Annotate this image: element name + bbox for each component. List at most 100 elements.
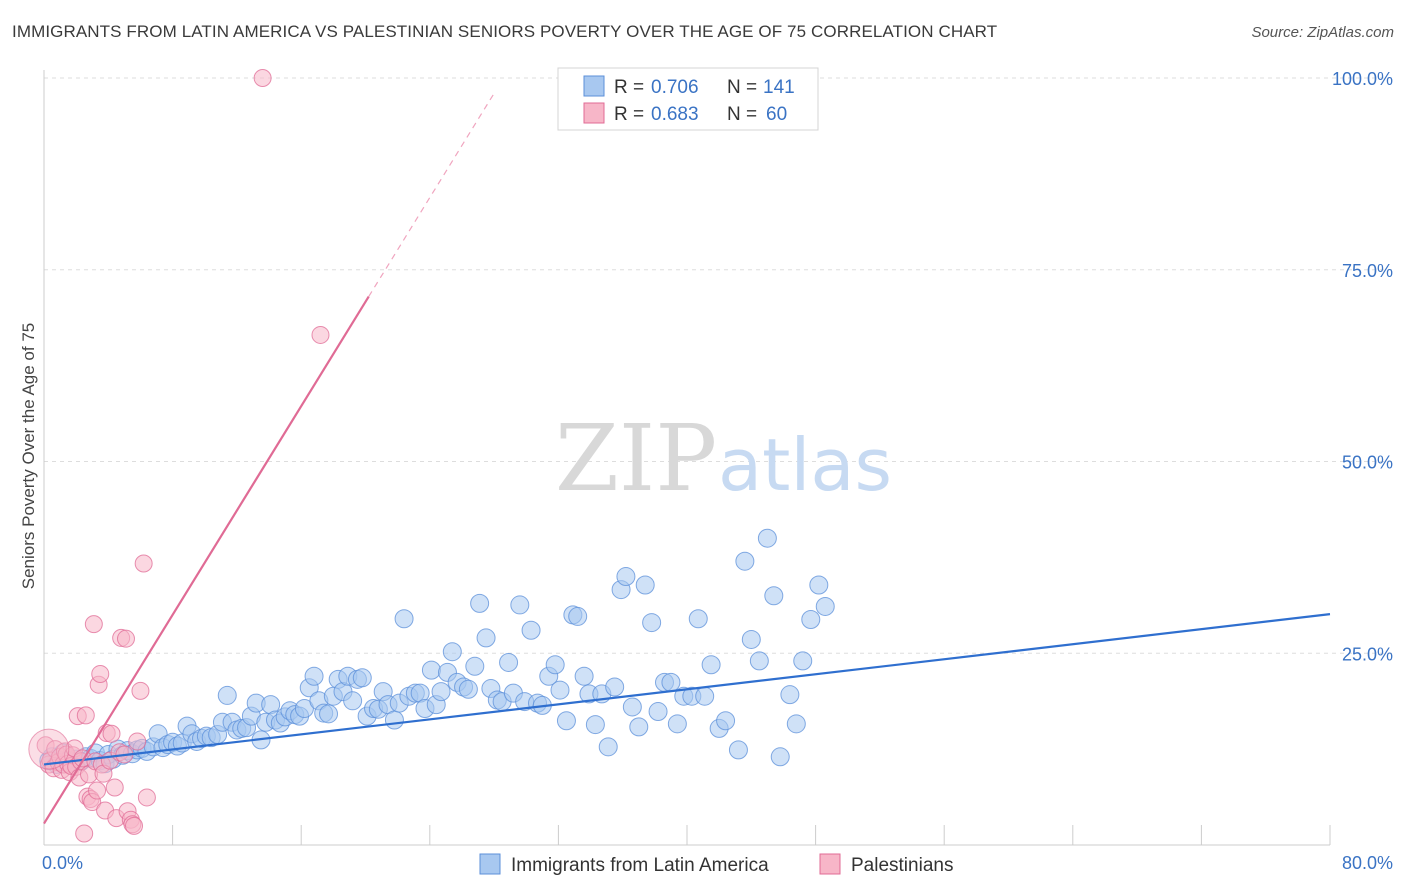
series-legend: Immigrants from Latin America Palestinia… <box>479 853 953 876</box>
chart-title: IMMIGRANTS FROM LATIN AMERICA VS PALESTI… <box>12 22 998 41</box>
data-point <box>793 651 813 671</box>
data-point <box>499 652 519 672</box>
data-point <box>661 672 681 692</box>
data-point <box>701 655 721 675</box>
data-point <box>667 714 687 734</box>
trend-line-palestinians-extension <box>368 93 495 297</box>
data-point <box>465 656 485 676</box>
y-tick-label-25: 25.0% <box>1342 644 1393 664</box>
x-tick-label-max: 80.0% <box>1342 853 1393 873</box>
data-point <box>786 714 806 734</box>
data-point <box>648 702 668 722</box>
data-point <box>728 740 748 760</box>
legend-n-label-blue: N = <box>727 77 757 98</box>
legend-swatch-pink <box>583 102 605 124</box>
data-point <box>125 816 144 835</box>
stats-legend: R = 0.706 N = 141 R = 0.683 N = 60 <box>557 67 819 131</box>
data-point <box>352 668 372 688</box>
legend-r-value-blue: 0.706 <box>651 77 699 98</box>
data-point <box>431 682 451 702</box>
data-point <box>134 554 153 573</box>
legend-r-value-pink: 0.683 <box>651 104 699 125</box>
data-point <box>757 528 777 548</box>
data-point <box>88 781 107 800</box>
y-tick-label-100: 100.0% <box>1332 69 1393 89</box>
trend-line-latin-america <box>43 613 1331 766</box>
data-point <box>622 697 642 717</box>
data-point <box>343 691 363 711</box>
legend-n-label-pink: N = <box>727 104 757 125</box>
data-point <box>137 788 156 807</box>
data-point <box>384 710 404 730</box>
data-point <box>642 613 662 633</box>
legend-r-label-blue: R = <box>614 77 644 98</box>
legend-n-value-pink: 60 <box>766 104 787 125</box>
data-point <box>598 737 618 757</box>
series-legend-label-pink: Palestinians <box>851 855 953 876</box>
source-label: Source: ZipAtlas.com <box>1251 24 1394 41</box>
y-tick-label-50: 50.0% <box>1342 453 1393 473</box>
data-point <box>716 711 736 731</box>
data-point <box>421 660 441 680</box>
trend-lines <box>43 93 1331 825</box>
data-point <box>695 686 715 706</box>
data-point <box>394 609 414 629</box>
data-point <box>304 666 324 686</box>
y-tick-labels: 25.0% 50.0% 75.0% 100.0% <box>1332 69 1393 664</box>
watermark: ZIP atlas <box>555 405 892 512</box>
data-point <box>545 655 565 675</box>
data-point <box>84 615 103 634</box>
data-point <box>75 824 94 843</box>
data-point <box>476 628 496 648</box>
data-point <box>629 717 649 737</box>
data-point <box>319 704 339 724</box>
data-point <box>616 567 636 587</box>
x-tick-label-min: 0.0% <box>42 853 83 873</box>
data-point <box>741 629 761 649</box>
data-point <box>311 325 330 344</box>
data-point <box>556 711 576 731</box>
series-legend-swatch-blue <box>479 853 501 875</box>
series-legend-label-blue: Immigrants from Latin America <box>511 855 769 876</box>
data-point <box>131 681 150 700</box>
data-point <box>521 620 541 640</box>
y-axis-label: Seniors Poverty Over the Age of 75 <box>19 323 38 589</box>
data-point <box>510 595 530 615</box>
data-point <box>442 642 462 662</box>
x-tick-marks <box>172 825 1331 845</box>
data-point <box>635 575 655 595</box>
watermark-zip: ZIP <box>555 405 717 512</box>
data-point <box>574 666 594 686</box>
data-point-cluster <box>28 728 70 770</box>
watermark-atlas: atlas <box>718 423 892 507</box>
data-point <box>764 586 784 606</box>
data-point <box>105 778 124 797</box>
data-point <box>458 679 478 699</box>
legend-swatch-blue <box>583 75 605 97</box>
data-point <box>217 685 237 705</box>
data-point <box>76 706 95 725</box>
data-point <box>749 651 769 671</box>
series-latin-america-points <box>39 528 835 774</box>
series-legend-swatch-pink <box>819 853 841 875</box>
data-point <box>253 69 272 87</box>
data-point <box>116 629 135 648</box>
data-point <box>688 609 708 629</box>
data-point <box>470 593 490 613</box>
legend-r-label-pink: R = <box>614 104 644 125</box>
data-point <box>801 610 821 630</box>
data-point <box>128 732 147 751</box>
grid-lines <box>44 77 1392 654</box>
data-point <box>605 677 625 697</box>
trend-line-palestinians <box>43 296 370 825</box>
data-point <box>102 724 121 743</box>
data-point <box>735 551 755 571</box>
data-point <box>770 747 790 767</box>
data-point <box>585 715 605 735</box>
data-point <box>550 680 570 700</box>
data-point <box>809 575 829 595</box>
data-point <box>568 606 588 626</box>
data-point <box>91 664 110 683</box>
legend-n-value-blue: 141 <box>763 77 795 98</box>
